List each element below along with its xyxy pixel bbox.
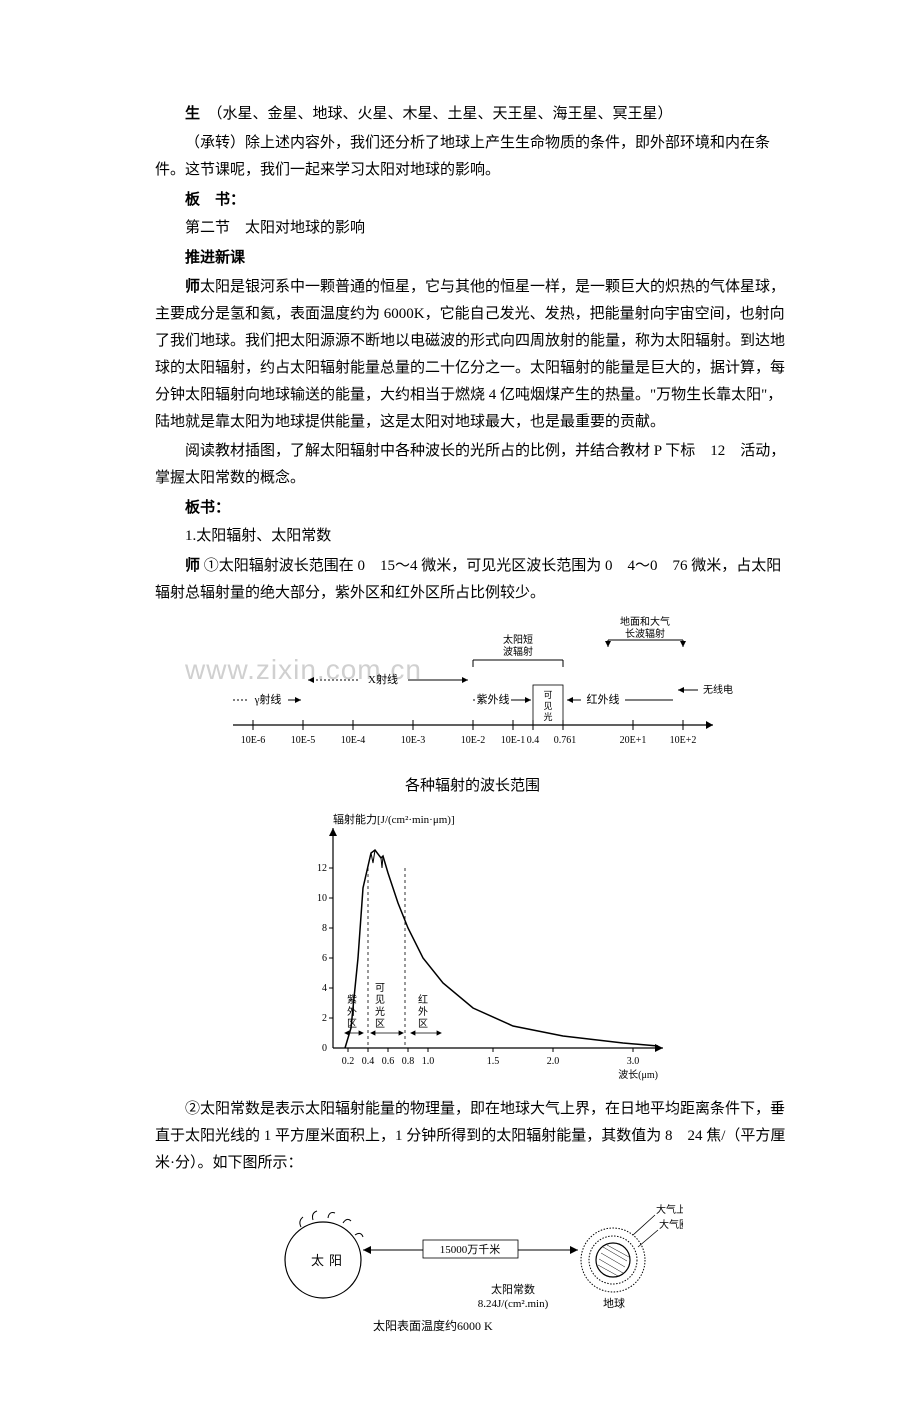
teacher-prefix-2: 师: [185, 557, 200, 574]
svg-text:0.4: 0.4: [361, 1056, 374, 1067]
svg-text:无线电波: 无线电波: [703, 683, 733, 696]
radiation-curve-chart: 辐射能力[J/(cm²·min·μm)] 0 2 4 6 8 10 12 0.2…: [155, 808, 790, 1088]
svg-text:4: 4: [322, 983, 327, 994]
svg-text:2: 2: [322, 1013, 327, 1024]
svg-text:大气上界: 大气上界: [656, 1203, 683, 1216]
section-title: 第二节 太阳对地球的影响: [155, 215, 790, 242]
paragraph-constant: ②太阳常数是表示太阳辐射能量的物理量，即在地球大气上界，在日地平均距离条件下，垂…: [155, 1096, 790, 1177]
svg-text:10E-3: 10E-3: [400, 735, 424, 746]
svg-text:10E-4: 10E-4: [340, 735, 364, 746]
svg-text:太阳常数: 太阳常数: [491, 1283, 535, 1296]
sun-earth-diagram: 太 阳 15000万千米 太阳常数 8.24J/(cm².min) 大气上界 大…: [155, 1185, 790, 1345]
paragraph-student: 生 （水星、金星、地球、火星、木星、土星、天王星、海王星、冥王星）: [155, 100, 790, 128]
student-prefix: 生: [185, 105, 200, 122]
svg-text:地球: 地球: [603, 1296, 625, 1310]
svg-text:太阳短: 太阳短: [503, 633, 533, 646]
svg-text:外: 外: [347, 1006, 357, 1018]
svg-text:区: 区: [418, 1018, 428, 1030]
svg-text:10: 10: [317, 893, 327, 904]
svg-text:见: 见: [543, 701, 552, 711]
svg-text:10E-2: 10E-2: [460, 735, 484, 746]
curve-svg: 辐射能力[J/(cm²·min·μm)] 0 2 4 6 8 10 12 0.2…: [263, 808, 683, 1088]
svg-text:红: 红: [418, 993, 428, 1006]
svg-text:大气圈: 大气圈: [659, 1218, 683, 1231]
svg-text:0.2: 0.2: [341, 1056, 354, 1067]
svg-text:γ射线: γ射线: [253, 692, 281, 706]
wavelength-spectrum-chart: www.zixin.com.cn 10E-6 10E-5 10E-4 10E-3…: [155, 615, 790, 765]
board-heading-2: 板书：: [155, 494, 790, 521]
svg-text:紫: 紫: [347, 994, 357, 1006]
svg-text:波长(μm): 波长(μm): [618, 1068, 658, 1081]
svg-text:1.5: 1.5: [486, 1056, 499, 1067]
subtopic-1: 1.太阳辐射、太阳常数: [155, 523, 790, 550]
svg-text:10E-6: 10E-6: [240, 735, 264, 746]
paragraph-transition: （承转）除上述内容外，我们还分析了地球上产生生命物质的条件，即外部环境和内在条件…: [155, 130, 790, 184]
svg-text:1.0: 1.0: [421, 1056, 434, 1067]
svg-text:阳: 阳: [329, 1253, 342, 1268]
svg-text:地面和大气: 地面和大气: [620, 615, 670, 628]
paragraph-reading: 阅读教材插图，了解太阳辐射中各种波长的光所占的比例，并结合教材 P 下标 12 …: [155, 438, 790, 492]
svg-text:区: 区: [375, 1018, 385, 1030]
teacher-prefix: 师: [185, 278, 200, 295]
svg-text:太阳表面温度约6000 K: 太阳表面温度约6000 K: [373, 1318, 493, 1333]
paragraph-teacher-1: 师太阳是银河系中一颗普通的恒星，它与其他的恒星一样，是一颗巨大的炽热的气体星球，…: [155, 273, 790, 436]
svg-text:红外线: 红外线: [586, 692, 619, 706]
svg-text:光: 光: [375, 1005, 385, 1018]
svg-text:太: 太: [311, 1253, 324, 1268]
svg-text:10E-5: 10E-5: [290, 735, 314, 746]
svg-text:0.761: 0.761: [553, 735, 576, 746]
paragraph-teacher-2: 师 ①太阳辐射波长范围在 0 15～4 微米，可见光区波长范围为 0 4～0 7…: [155, 552, 790, 607]
svg-text:紫外线: 紫外线: [476, 692, 509, 706]
svg-text:2.0: 2.0: [546, 1056, 559, 1067]
svg-text:可: 可: [375, 983, 385, 994]
svg-text:10E-1: 10E-1: [500, 735, 524, 746]
svg-text:10E+2: 10E+2: [669, 735, 696, 746]
chart1-title: 各种辐射的波长范围: [155, 773, 790, 800]
svg-text:20E+1: 20E+1: [619, 735, 646, 746]
svg-text:0.8: 0.8: [401, 1056, 414, 1067]
svg-text:3.0: 3.0: [626, 1056, 639, 1067]
svg-text:0.4: 0.4: [526, 735, 539, 746]
svg-text:辐射能力[J/(cm²·min·μm)]: 辐射能力[J/(cm²·min·μm)]: [333, 812, 455, 826]
board-heading: 板 书：: [155, 186, 790, 213]
svg-text:长波辐射: 长波辐射: [625, 627, 665, 640]
svg-text:15000万千米: 15000万千米: [439, 1243, 500, 1256]
svg-text:8.24J/(cm².min): 8.24J/(cm².min): [477, 1298, 548, 1310]
svg-text:见: 见: [375, 994, 385, 1006]
svg-text:X射线: X射线: [368, 672, 398, 686]
svg-text:8: 8: [322, 923, 327, 934]
sun-earth-svg: 太 阳 15000万千米 太阳常数 8.24J/(cm².min) 大气上界 大…: [263, 1185, 683, 1345]
svg-text:0: 0: [322, 1043, 327, 1054]
svg-text:0.6: 0.6: [381, 1056, 394, 1067]
svg-text:外: 外: [418, 1006, 428, 1018]
spectrum-svg: 10E-6 10E-5 10E-4 10E-3 10E-2 10E-1 0.4 …: [213, 615, 733, 765]
svg-text:6: 6: [322, 953, 327, 964]
svg-text:区: 区: [347, 1018, 357, 1030]
svg-text:光: 光: [543, 711, 552, 722]
svg-text:12: 12: [317, 863, 327, 874]
svg-text:波辐射: 波辐射: [503, 645, 533, 658]
advance-heading: 推进新课: [155, 244, 790, 271]
svg-text:可: 可: [543, 690, 552, 700]
